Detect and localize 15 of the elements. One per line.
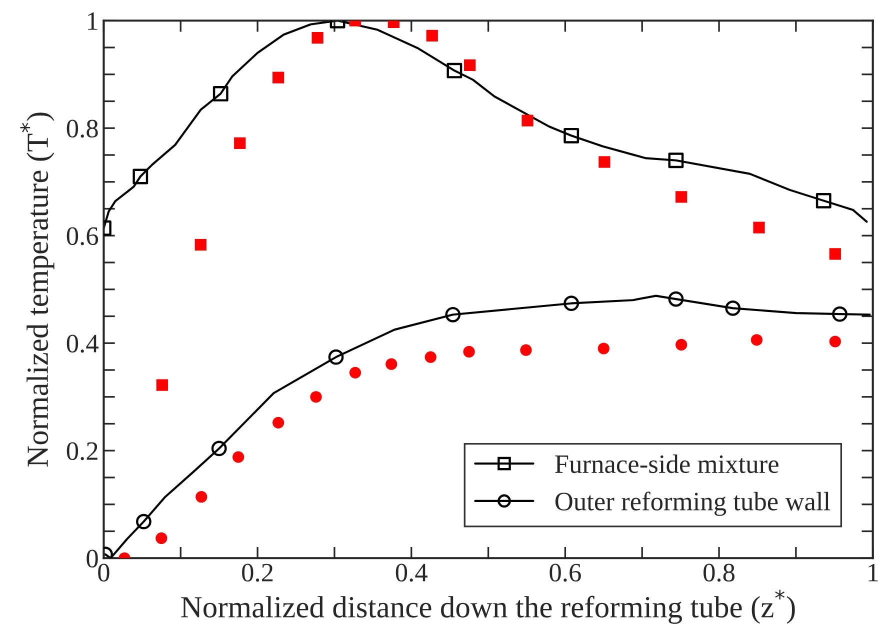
y-tick-label: 0 xyxy=(86,550,98,568)
x-tick-label: 0.6 xyxy=(550,564,581,582)
y-tick-label: 0.2 xyxy=(66,442,98,460)
y-axis-title: Normalized temperature (T$^{*}$) xyxy=(20,112,54,467)
x-tick-label: 1 xyxy=(868,564,878,582)
y-tick-label: 1 xyxy=(88,12,98,30)
legend-label: Outer reforming tube wall xyxy=(555,492,830,516)
y-tick-label: 0.4 xyxy=(66,334,98,353)
x-tick-label: 0.8 xyxy=(704,564,735,582)
y-tick-label: 0.6 xyxy=(66,227,98,246)
x-tick-label: 0.4 xyxy=(396,564,428,582)
legend-label: Furnace-side mixture xyxy=(555,454,778,474)
x-axis-title: Normalized distance down the reforming tube (z$^{*}$) xyxy=(181,590,795,624)
x-tick-label: 0.2 xyxy=(242,564,273,582)
y-tick-label: 0.8 xyxy=(66,120,98,138)
